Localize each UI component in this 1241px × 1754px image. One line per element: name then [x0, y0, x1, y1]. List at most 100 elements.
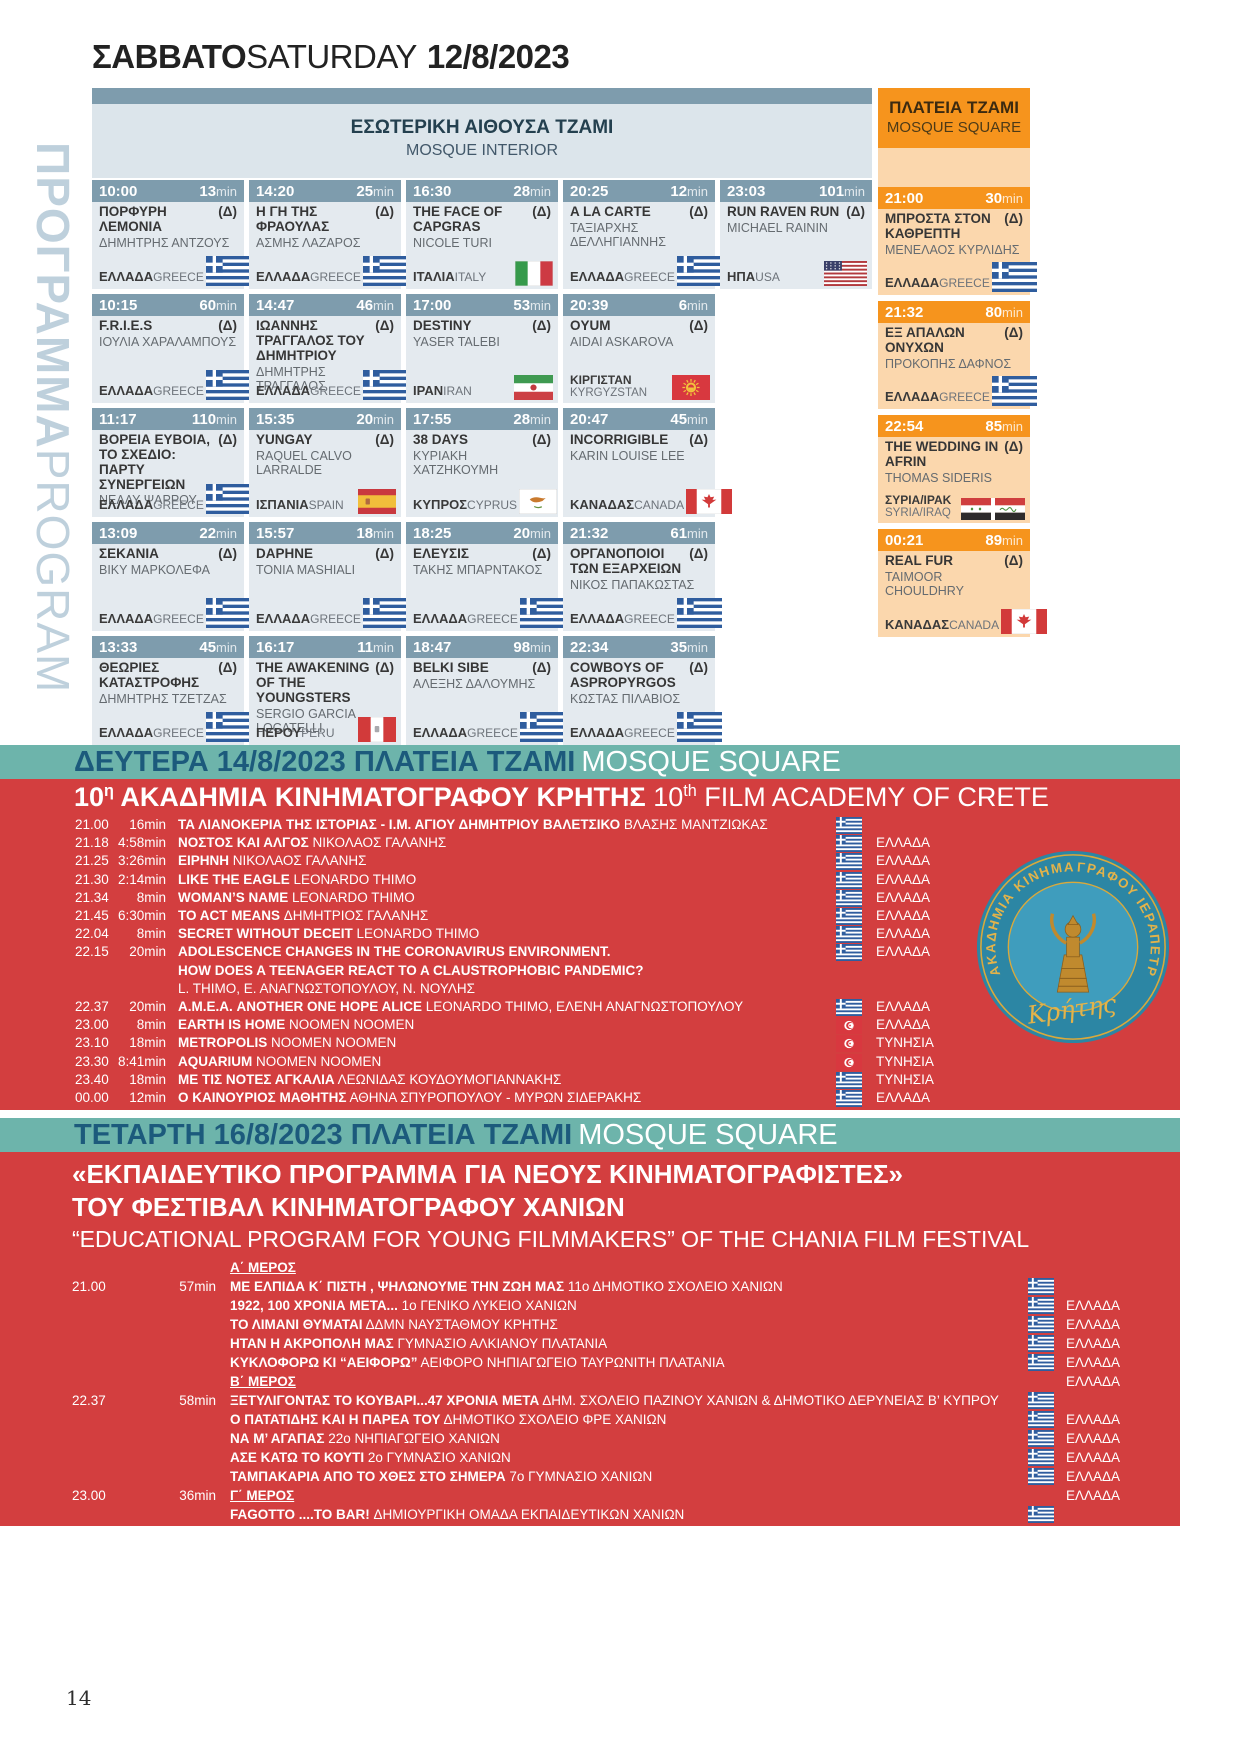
screening-title: ΘΕΩΡΙΕΣ ΚΑΤΑΣΤΡΟΦΗΣ — [99, 660, 200, 690]
screening-cell-header: 10:00 13min — [92, 180, 244, 202]
screening-title: ΜΕ ΕΛΠΙΔΑ Κ΄ ΠΙΣΤΗ , ΨΗΛΩΝΟΥΜΕ ΤΗΝ ΖΩΗ Μ… — [230, 1279, 565, 1294]
screening-duration: 61min — [670, 525, 708, 542]
screening-text: TO ACT MEANS ΔΗΜΗΤΡΙΟΣ ΓΑΛΑΝΗΣ — [178, 907, 836, 925]
country-flag-icon — [1028, 1316, 1054, 1333]
screening-text: ΤΑ ΛΙΑΝΟΚΕΡΙΑ ΤΗΣ ΙΣΤΟΡΙΑΣ - Ι.Μ. ΑΓΙΟΥ … — [178, 816, 836, 834]
country-row: ΚΥΠΡΟΣCYPRUS — [413, 489, 558, 514]
wednesday-screening-list: Α΄ ΜΕΡΟΣ 21.00 57min ΜΕ ΕΛΠΙΔΑ Κ΄ ΠΙΣΤΗ , Ψ… — [0, 1258, 1180, 1541]
screening-text: LIKE THE EAGLE LEONARDO THIMO — [178, 871, 836, 889]
country-flag-icon — [836, 871, 862, 889]
screening-cell: 11:17 110min ΒΟΡΕΙΑ ΕΥΒΟΙΑ, ΤΟ ΣΧΕΔΙΟ: ΠΑΡ… — [92, 408, 251, 517]
country-flag-icon — [836, 853, 862, 871]
country-row: ΕΛΛΑΔΑGREECE — [256, 370, 408, 400]
country-label-gr: ΕΛΛΑΔΑ — [413, 725, 468, 740]
country-flag-icon — [204, 712, 251, 742]
country-label: ΕΛΛΑΔΑ — [876, 926, 931, 942]
screening-time: 22:34 — [570, 638, 609, 656]
screening-cell-header: 11:17 110min — [92, 408, 244, 430]
screening-title: THE FACE OF CAPGRAS — [413, 204, 503, 234]
screening-director: ΝΙΚΟΣ ΠΑΠΑΚΩΣΤΑΣ — [570, 577, 695, 592]
program-label-greek: ΠΡΟΓΡΑΜΜΑ — [27, 142, 79, 449]
screening-time: 13:09 — [99, 524, 138, 542]
country-label: ΕΛΛΑΔΑ — [1066, 1431, 1121, 1446]
premiere-marker: (Δ) — [1004, 553, 1023, 568]
screening-title: 1922, 100 ΧΡΟΝΙΑ ΜΕΤΑ... — [230, 1298, 398, 1313]
screening-duration: 30min — [985, 190, 1023, 207]
screening-cell-body: INCORRIGIBLE (Δ) KARIN LOUISE LEE — [563, 430, 715, 463]
program-list-row: ΤΟ ΛΙΜΑΝΙ ΘΥΜΑΤΑΙ ΔΔΜΝ ΝΑΥΣΤΑΘΜΟΥ ΚΡΗΤΗΣ… — [0, 1315, 1180, 1351]
screening-cell-header: 22:54 85min — [878, 415, 1030, 437]
screening-text: 1922, 100 ΧΡΟΝΙΑ ΜΕΤΑ... 1ο ΓΕΝΙΚΟ ΛΥΚΕΙ… — [230, 1296, 1000, 1315]
screening-title: Ο ΠΑΤΑΤΙΔΗΣ ΚΑΙ Η ΠΑΡΕΑ ΤΟΥ — [230, 1412, 441, 1427]
screening-credits: ΑΕΙΦΟΡΟ ΝΗΠΙΑΓΩΓΕΙΟ ΤΑΥΡΩΝΙΤΗ ΠΛΑΤΑΝΙΑ — [417, 1355, 725, 1370]
duration-unit: min — [530, 183, 551, 199]
screening-duration: 85min — [985, 418, 1023, 435]
wednesday-section: «ΕΚΠΑΙΔΕΥΤΙΚΟ ΠΡΟΓΡΑΜΜΑ ΓΙΑ ΝΕΟΥΣ ΚΙΝΗΜΑ… — [0, 1152, 1180, 1541]
country-label: ΕΛΛΑΔΑ — [1066, 1469, 1121, 1484]
screening-duration: 45min — [199, 639, 237, 656]
screening-cell: 10:15 60min F.R.I.E.S (Δ) ΙΟΥΛΙΑ ΧΑΡΑΛΑΜΠΟΥΣ… — [92, 294, 251, 403]
duration-number: 45 — [199, 638, 217, 656]
screening-director: ΑΣΜΗΣ ΛΑΖΑΡΟΣ — [256, 235, 361, 250]
program-label-english: PROGRAM — [27, 448, 79, 694]
program-list-row: ΚΥΚΛΟΦΟΡΩ ΚΙ “ΑΕΙΦΟΡΩ” ΑΕΙΦΟΡΟ ΝΗΠΙΑΓΩΓΕ… — [0, 1353, 1180, 1389]
country-label: ΕΛΛΑΔΑ — [876, 908, 931, 924]
interior-top-bar — [92, 88, 872, 104]
screening-cell-header: 17:55 28min — [406, 408, 558, 430]
country-label-gr: ΕΛΛΑΔΑ — [99, 611, 154, 626]
country-label-gr: ΕΛΛΑΔΑ — [413, 611, 468, 626]
schedule-column: 23:03 101min RUN RAVEN RUN (Δ) MICHAEL RAINI… — [720, 180, 872, 745]
page-date: 12/8/2023 — [426, 38, 570, 75]
screening-cell-body: DAPHNE (Δ) TONIA MASHIALI — [249, 544, 401, 577]
screening-title: METROPOLIS — [178, 1035, 268, 1051]
screening-cell: 10:00 13min ΠΟΡΦΥΡΗ ΛΕΜΟΝΙΑ (Δ) ΔΗΜΗΤΡΗΣ ΑΝΤ… — [92, 180, 251, 289]
square-column-strip — [878, 148, 1030, 187]
screening-director: YASER TALEBI — [413, 334, 500, 349]
country-flag-icon — [361, 598, 408, 628]
screening-director: ΤΑΚΗΣ ΜΠΑΡΝΤΑΚΟΣ — [413, 562, 543, 577]
program-list-row: Ο ΠΑΤΑΤΙΔΗΣ ΚΑΙ Η ΠΑΡΕΑ ΤΟΥ ΔΗΜΟΤΙΚΟ ΣΧΟ… — [0, 1410, 1180, 1446]
day-name-greek: ΣΑΒΒΑΤΟ — [92, 38, 247, 75]
screening-time: 22:54 — [885, 417, 924, 435]
screening-cell: 15:57 18min DAPHNE (Δ) TONIA MASHIALI ΕΛΛΑΔΑG… — [249, 522, 408, 631]
screening-text: METROPOLIS NOOMEN NOOMEN — [178, 1034, 836, 1052]
country-label: ΕΛΛΑΔΑGREECE — [885, 274, 990, 292]
screening-duration: 22min — [199, 525, 237, 542]
country-label-gr: ΣΥΡΙΑ/ΙΡΑΚ — [885, 493, 952, 508]
country-label-gr: ΚΑΝΑΔΑΣ — [570, 497, 635, 512]
screening-title: THE WEDDING IN AFRIN — [885, 439, 999, 469]
country-flag-icon — [1028, 1335, 1054, 1352]
duration-number: 45 — [670, 410, 688, 428]
screening-credits: 2ο ΓΥΜΝΑΣΙΟ ΧΑΝΙΩΝ — [364, 1450, 511, 1465]
screening-time: 16:30 — [413, 182, 452, 200]
screening-title: Η ΓΗ ΤΗΣ ΦΡΑΟΥΛΑΣ — [256, 204, 330, 234]
screening-cell-body: BELKI SIBE (Δ) ΑΛΕΞΗΣ ΔΑΛΟΥΜΗΣ — [406, 658, 558, 691]
country-label: ΣΥΡΙΑ/ΙΡΑΚ SYRIA/IRAQ — [885, 493, 952, 520]
screening-title: ΜΠΡΟΣΤΑ ΣΤΟΝ ΚΑΘΡΕΠΤΗ — [885, 211, 991, 241]
screening-credits: 7ο ΓΥΜΝΑΣΙΟ ΧΑΝΙΩΝ — [505, 1469, 653, 1484]
country-label-gr: ΗΠΑ — [727, 269, 756, 284]
screening-title: DAPHNE — [256, 546, 314, 561]
screening-duration: 16min — [129, 817, 166, 832]
screening-title: ΕΛΕΥΣΙΣ — [413, 546, 469, 561]
country-label: ΕΛΛΑΔΑGREECE — [570, 724, 675, 742]
screening-title: Α.Μ.Ε.Α. ANOTHER ONE HOPE ALICE — [178, 999, 423, 1015]
screening-text: ΝΑ Μ’ ΑΓΑΠΑΣ 22ο ΝΗΠΙΑΓΩΓΕΙΟ ΧΑΝΙΩΝ — [230, 1429, 1000, 1448]
country-row: ΕΛΛΑΔΑGREECE — [99, 256, 251, 286]
country-flag-icon — [670, 375, 710, 400]
screening-director: ΔΗΜΗΤΡΗΣ ΑΝΤΖΟΥΣ — [99, 235, 230, 250]
country-label-gr: ΚΥΠΡΟΣ — [413, 497, 468, 512]
screening-credits: 11ο ΔΗΜΟΤΙΚΟ ΣΧΟΛΕΙΟ ΧΑΝΙΩΝ — [564, 1279, 783, 1294]
country-label-en: CYPRUS — [467, 498, 518, 512]
screening-duration: 6:30min — [117, 908, 166, 924]
country-label: ΕΛΛΑΔΑGREECE — [413, 610, 518, 628]
screening-credits: LEONARDO THIMO — [288, 889, 415, 905]
schedule-column: 20:25 12min A LA CARTE (Δ) ΤΑΞΙΑΡΧΗΣ ΔΕΛΛΗΓΙ… — [563, 180, 733, 745]
screening-cell-header: 14:20 25min — [249, 180, 401, 202]
wednesday-banner-english: MOSQUE SQUARE — [578, 1119, 838, 1151]
screening-duration: 60min — [199, 297, 237, 314]
screening-text: Ο ΚΑΙΝΟΥΡΙΟΣ ΜΑΘΗΤΗΣ ΑΘΗΝΑ ΣΠΥΡΟΠΟΥΛΟΥ -… — [178, 1089, 836, 1107]
country-label-en: SYRIA/IRAQ — [885, 507, 951, 520]
screening-title: ΣΕΚΑΝΙΑ — [99, 546, 159, 561]
screening-time: 21.30 — [75, 871, 109, 887]
